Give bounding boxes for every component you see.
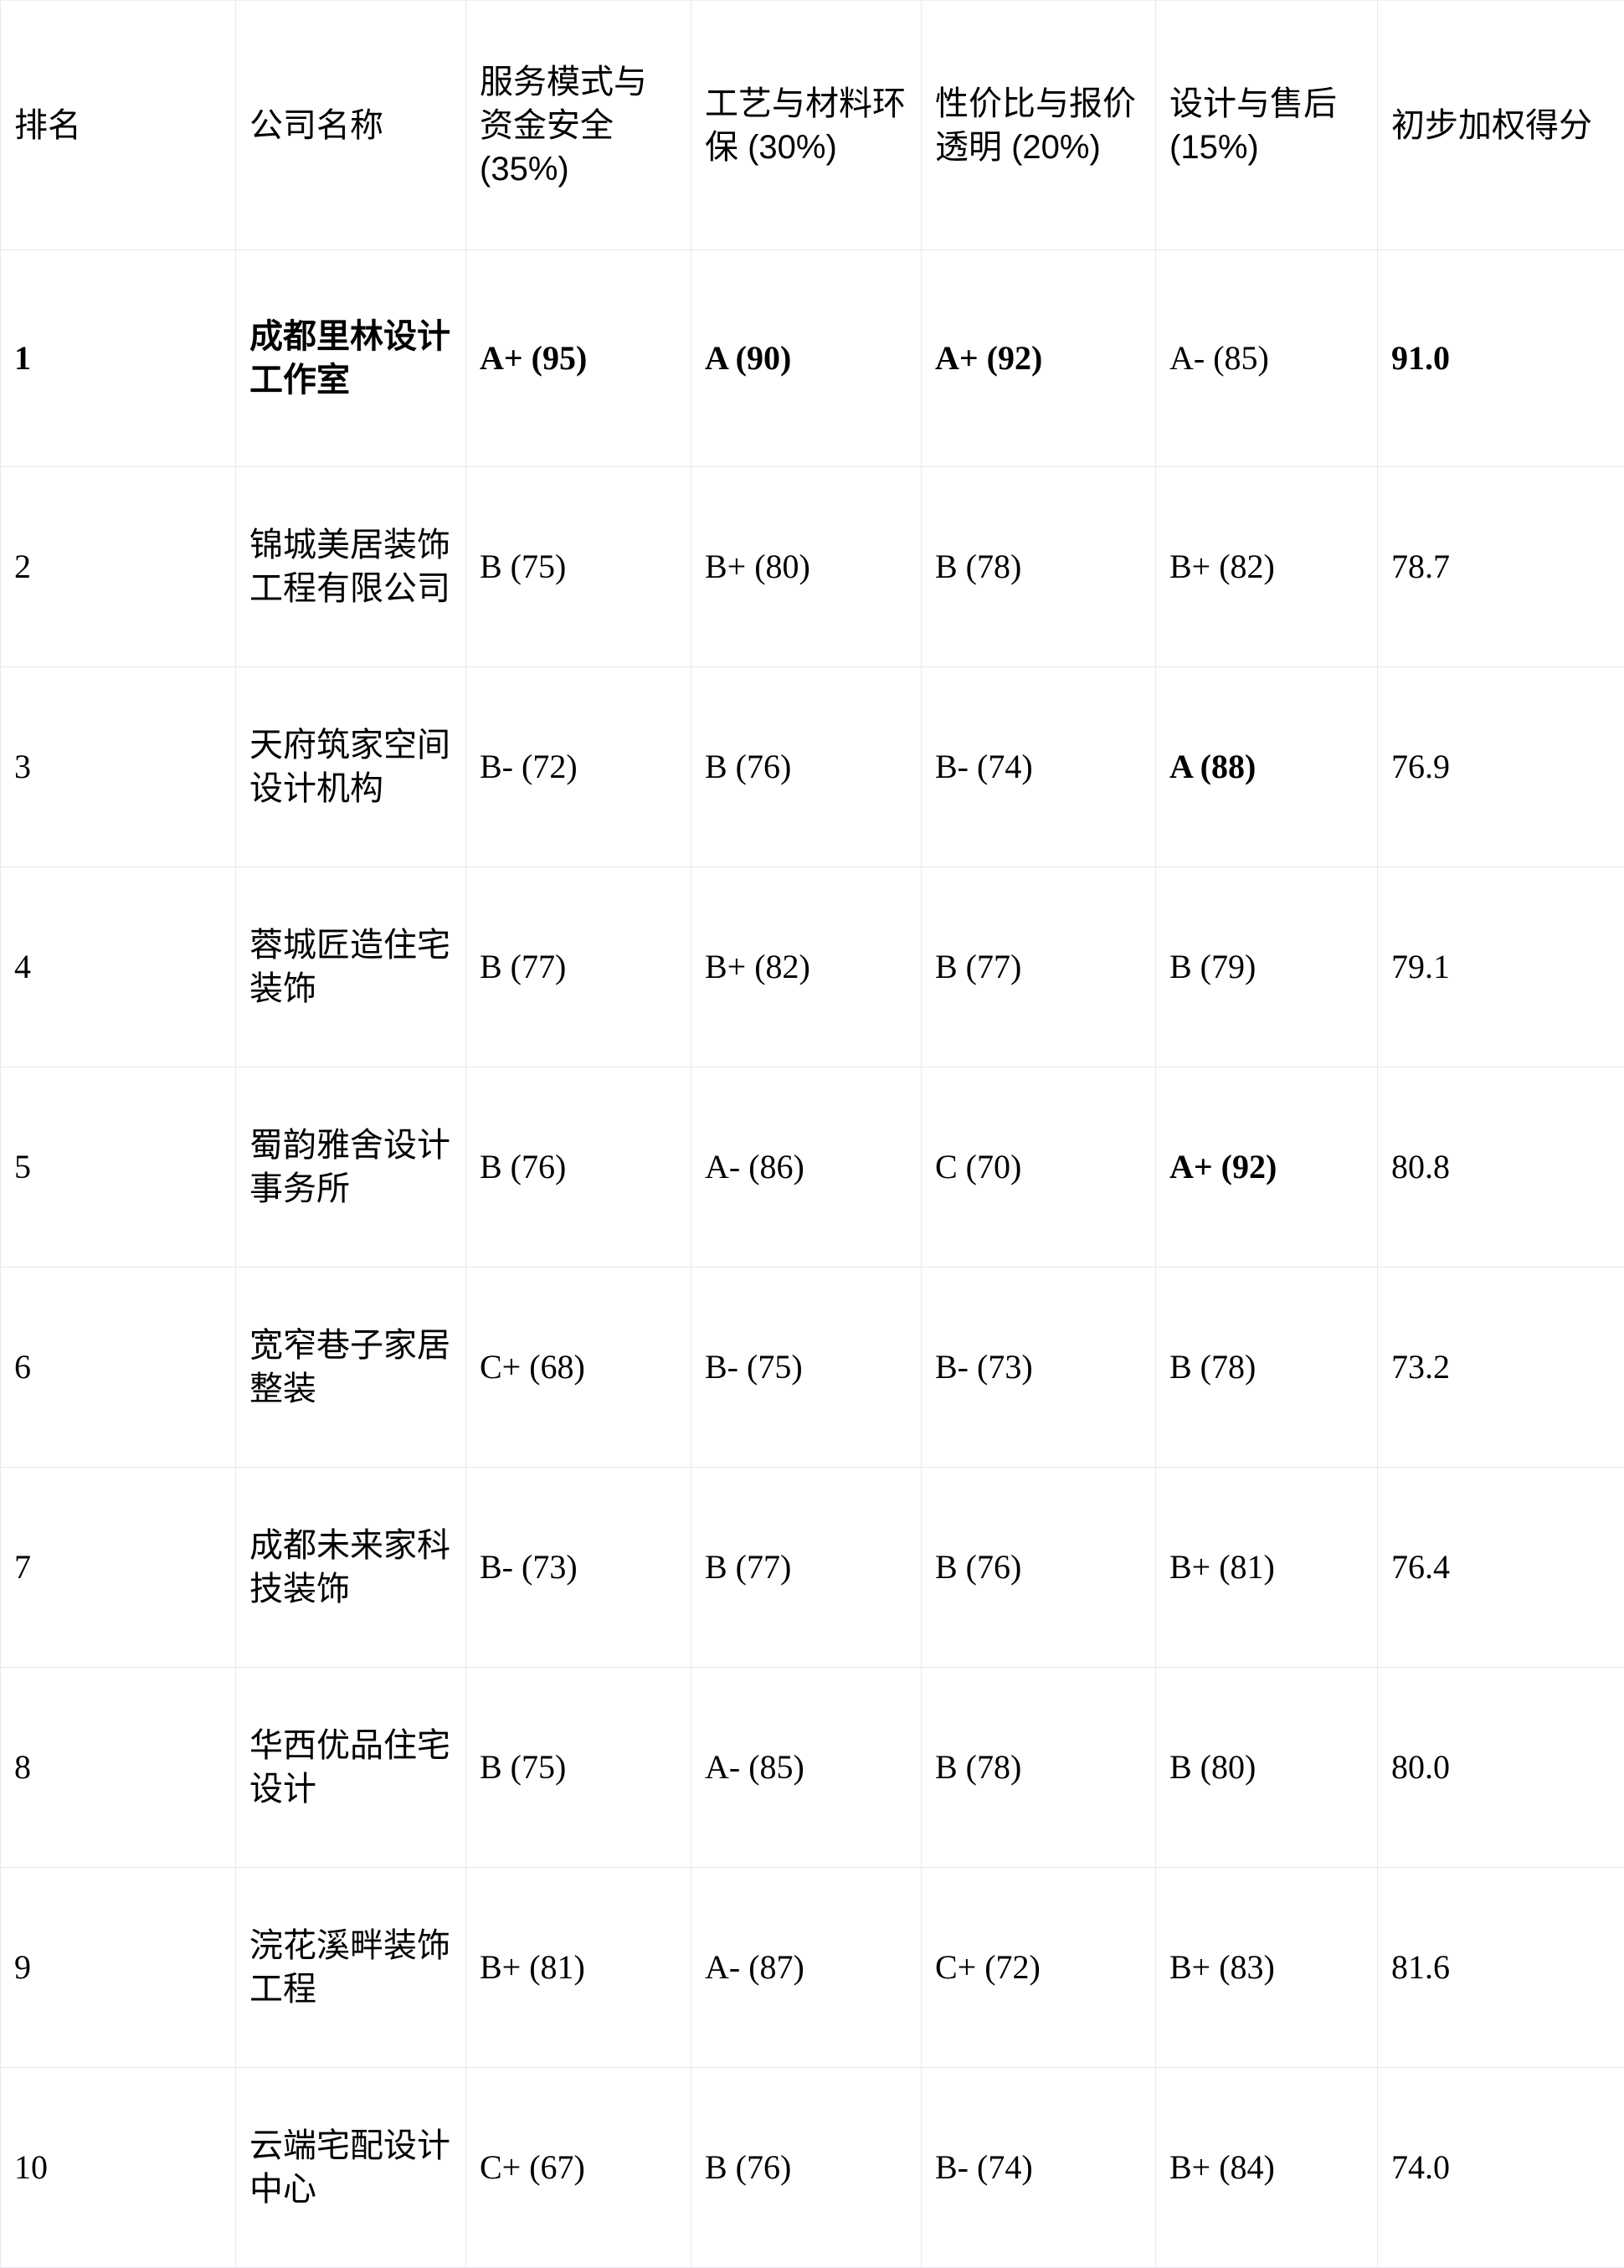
- column-header-design: 设计与售后 (15%): [1156, 1, 1378, 250]
- column-header-company: 公司名称: [236, 1, 466, 250]
- table-header: 排名 公司名称 服务模式与资金安全 (35%) 工艺与材料环保 (30%) 性价…: [1, 1, 1624, 250]
- column-header-rank: 排名: [1, 1, 236, 250]
- cell-score-service: B- (72): [466, 667, 691, 867]
- cell-score-value: B (77): [922, 867, 1156, 1067]
- cell-score-value: B (76): [922, 1468, 1156, 1668]
- cell-score-material: B (76): [691, 2068, 922, 2268]
- cell-score-material: B+ (82): [691, 867, 922, 1067]
- cell-score-value: C+ (72): [922, 1868, 1156, 2068]
- cell-weighted-score: 74.0: [1378, 2068, 1624, 2268]
- cell-score-design: B (78): [1156, 1268, 1378, 1468]
- cell-weighted-score: 81.6: [1378, 1868, 1624, 2068]
- cell-score-value: B (78): [922, 467, 1156, 667]
- cell-weighted-score: 80.8: [1378, 1067, 1624, 1268]
- column-header-score: 初步加权得分: [1378, 1, 1624, 250]
- cell-score-value: B- (74): [922, 667, 1156, 867]
- header-row: 排名 公司名称 服务模式与资金安全 (35%) 工艺与材料环保 (30%) 性价…: [1, 1, 1624, 250]
- cell-rank: 6: [1, 1268, 236, 1468]
- cell-score-design: B+ (81): [1156, 1468, 1378, 1668]
- cell-score-value: B- (74): [922, 2068, 1156, 2268]
- cell-company-name: 蜀韵雅舍设计事务所: [236, 1067, 466, 1268]
- cell-company-name: 成都里林设计工作室: [236, 250, 466, 467]
- cell-company-name: 天府筑家空间设计机构: [236, 667, 466, 867]
- cell-score-design: B+ (83): [1156, 1868, 1378, 2068]
- cell-company-name: 云端宅配设计中心: [236, 2068, 466, 2268]
- cell-score-value: B (78): [922, 1668, 1156, 1868]
- cell-score-design: A+ (92): [1156, 1067, 1378, 1268]
- cell-rank: 7: [1, 1468, 236, 1668]
- cell-rank: 9: [1, 1868, 236, 2068]
- cell-score-value: A+ (92): [922, 250, 1156, 467]
- cell-rank: 4: [1, 867, 236, 1067]
- cell-weighted-score: 79.1: [1378, 867, 1624, 1067]
- cell-score-value: B- (73): [922, 1268, 1156, 1468]
- cell-company-name: 浣花溪畔装饰工程: [236, 1868, 466, 2068]
- column-header-value: 性价比与报价透明 (20%): [922, 1, 1156, 250]
- cell-score-material: B+ (80): [691, 467, 922, 667]
- cell-score-service: A+ (95): [466, 250, 691, 467]
- cell-company-name: 华西优品住宅设计: [236, 1668, 466, 1868]
- cell-score-service: C+ (67): [466, 2068, 691, 2268]
- cell-weighted-score: 91.0: [1378, 250, 1624, 467]
- cell-rank: 10: [1, 2068, 236, 2268]
- cell-score-value: C (70): [922, 1067, 1156, 1268]
- cell-score-material: A (90): [691, 250, 922, 467]
- column-header-material: 工艺与材料环保 (30%): [691, 1, 922, 250]
- cell-company-name: 锦城美居装饰工程有限公司: [236, 467, 466, 667]
- cell-score-material: A- (85): [691, 1668, 922, 1868]
- cell-score-material: A- (87): [691, 1868, 922, 2068]
- cell-rank: 5: [1, 1067, 236, 1268]
- cell-weighted-score: 80.0: [1378, 1668, 1624, 1868]
- cell-score-service: B+ (81): [466, 1868, 691, 2068]
- cell-rank: 8: [1, 1668, 236, 1868]
- cell-score-service: B (75): [466, 467, 691, 667]
- cell-weighted-score: 78.7: [1378, 467, 1624, 667]
- column-header-service: 服务模式与资金安全 (35%): [466, 1, 691, 250]
- cell-score-material: B (76): [691, 667, 922, 867]
- cell-score-material: B (77): [691, 1468, 922, 1668]
- cell-score-material: B- (75): [691, 1268, 922, 1468]
- cell-weighted-score: 76.9: [1378, 667, 1624, 867]
- cell-rank: 3: [1, 667, 236, 867]
- cell-score-design: A- (85): [1156, 250, 1378, 467]
- cell-score-service: B (75): [466, 1668, 691, 1868]
- cell-rank: 1: [1, 250, 236, 467]
- cell-score-service: B- (73): [466, 1468, 691, 1668]
- cell-company-name: 蓉城匠造住宅装饰: [236, 867, 466, 1067]
- cell-score-design: B (79): [1156, 867, 1378, 1067]
- cell-score-design: B+ (82): [1156, 467, 1378, 667]
- cell-score-design: B+ (84): [1156, 2068, 1378, 2268]
- cell-weighted-score: 73.2: [1378, 1268, 1624, 1468]
- cell-company-name: 成都未来家科技装饰: [236, 1468, 466, 1668]
- cell-score-service: B (76): [466, 1067, 691, 1268]
- cell-score-design: B (80): [1156, 1668, 1378, 1868]
- cell-score-design: A (88): [1156, 667, 1378, 867]
- cell-weighted-score: 76.4: [1378, 1468, 1624, 1668]
- cell-company-name: 宽窄巷子家居整装: [236, 1268, 466, 1468]
- cell-score-service: B (77): [466, 867, 691, 1067]
- cell-score-service: C+ (68): [466, 1268, 691, 1468]
- cell-rank: 2: [1, 467, 236, 667]
- cell-score-material: A- (86): [691, 1067, 922, 1268]
